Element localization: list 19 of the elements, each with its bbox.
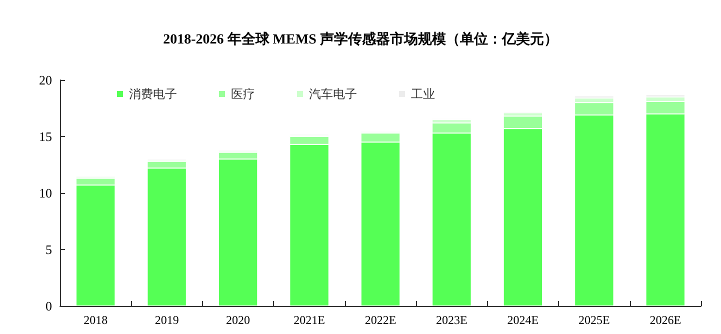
legend-label: 工业 bbox=[411, 87, 435, 101]
x-tick-label: 2021E bbox=[294, 313, 325, 327]
chart-title: 2018-2026 年全球 MEMS 声学传感器市场规模（单位：亿美元） bbox=[163, 30, 558, 48]
x-tick-label: 2022E bbox=[364, 313, 396, 327]
x-tick-label: 2026E bbox=[650, 313, 682, 327]
legend-label: 医疗 bbox=[231, 87, 255, 101]
y-tick-label: 0 bbox=[46, 298, 52, 314]
x-tick-label: 2025E bbox=[578, 313, 610, 327]
y-tick-label: 10 bbox=[39, 186, 52, 200]
legend-label: 汽车电子 bbox=[309, 87, 357, 101]
y-tick-label: 5 bbox=[46, 242, 52, 257]
x-tick-label: 2018 bbox=[84, 313, 108, 327]
x-tick-label: 2020 bbox=[226, 313, 250, 327]
y-tick-label: 20 bbox=[39, 72, 52, 88]
legend-label: 消费电子 bbox=[129, 87, 177, 101]
x-tick-label: 2024E bbox=[507, 313, 539, 327]
x-tick-label: 2023E bbox=[436, 313, 468, 327]
y-tick-label: 15 bbox=[39, 129, 52, 144]
x-tick-label: 2019 bbox=[154, 313, 179, 327]
